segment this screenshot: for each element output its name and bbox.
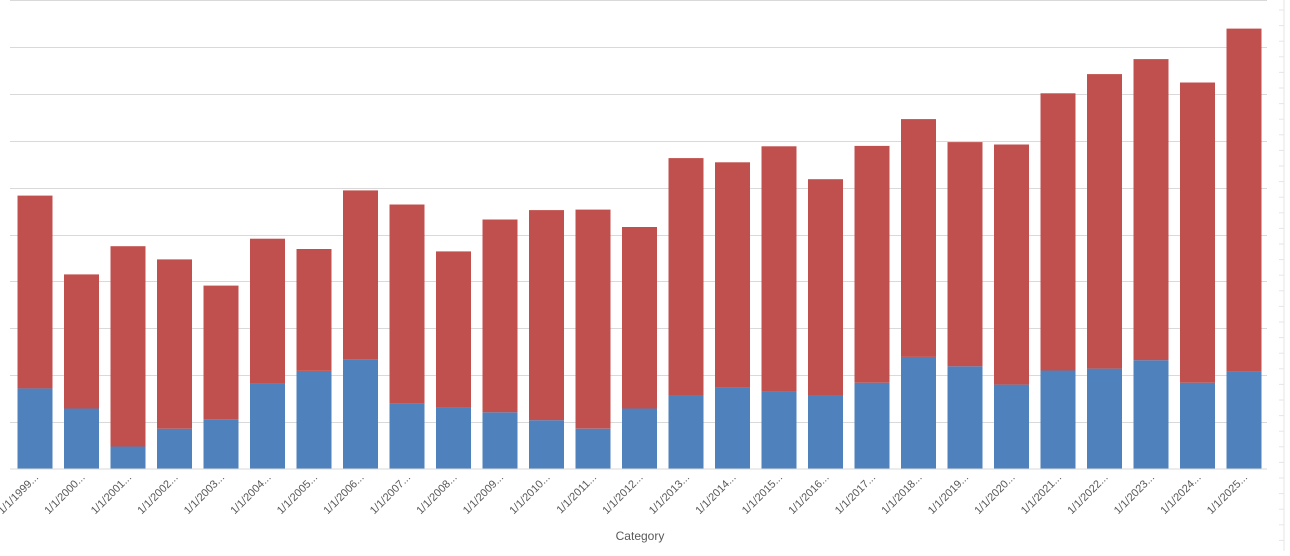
x-tick-labels: 1/1/1999... 1/1/2000... 1/1/2001... 1/1/200… <box>0 472 1250 517</box>
bar-segment-red <box>157 259 192 429</box>
x-axis-title: Category <box>616 529 665 543</box>
bar-segment-blue <box>482 412 518 469</box>
x-tick-label: 1/1/2004... <box>228 472 273 517</box>
bar-segment-blue <box>1226 371 1262 469</box>
bars <box>17 28 1262 469</box>
bar-segment-red <box>761 146 797 392</box>
bar-segment-red <box>668 158 704 396</box>
bar-segment-blue <box>668 395 704 469</box>
x-tick-label: 1/1/2015... <box>740 472 785 517</box>
bar-segment-red <box>250 238 285 384</box>
bar-segment-blue <box>622 408 657 469</box>
bar-segment-blue <box>17 388 53 469</box>
bar-segment-blue <box>761 391 797 469</box>
x-tick-label: 1/1/1999... <box>0 472 41 517</box>
bar-segment-blue <box>808 395 843 469</box>
bar-segment-red <box>436 251 471 408</box>
bar-segment-blue <box>157 428 192 469</box>
bar-segment-blue <box>1133 360 1169 469</box>
x-tick-label: 1/1/2018... <box>879 472 924 517</box>
bar-segment-red <box>389 204 425 404</box>
bar-segment-blue <box>947 366 983 469</box>
bar-segment-red <box>1226 28 1262 372</box>
bar-segment-red <box>64 274 99 409</box>
x-tick-label: 1/1/2016... <box>786 472 831 517</box>
x-tick-label: 1/1/2021... <box>1019 472 1064 517</box>
bar-segment-blue <box>854 382 890 469</box>
bar-segment-red <box>296 249 332 371</box>
bar-segment-blue <box>64 408 99 469</box>
x-tick-label: 1/1/2006... <box>321 472 366 517</box>
bar-segment-blue <box>436 407 471 469</box>
x-tick-label: 1/1/2009... <box>461 472 506 517</box>
bar-segment-blue <box>110 446 146 469</box>
x-tick-label: 1/1/2003... <box>182 472 227 517</box>
x-tick-label: 1/1/2025... <box>1205 472 1250 517</box>
x-tick-label: 1/1/2017... <box>833 472 878 517</box>
bar-segment-red <box>901 119 936 357</box>
bar-segment-blue <box>250 383 285 469</box>
bar-segment-red <box>1087 74 1122 369</box>
x-tick-label: 1/1/2022... <box>1065 472 1110 517</box>
x-tick-label: 1/1/2019... <box>926 472 971 517</box>
bar-segment-blue <box>575 428 611 469</box>
bar-segment-red <box>203 285 239 420</box>
bar-segment-blue <box>1040 370 1076 469</box>
x-tick-label: 1/1/2000... <box>42 472 87 517</box>
x-tick-label: 1/1/2011... <box>554 472 599 517</box>
bar-segment-blue <box>715 387 750 469</box>
x-tick-label: 1/1/2002... <box>135 472 180 517</box>
bar-segment-red <box>1040 93 1076 371</box>
bar-segment-red <box>994 144 1029 385</box>
bar-segment-red <box>110 246 146 447</box>
x-tick-label: 1/1/2024... <box>1158 472 1203 517</box>
x-tick-label: 1/1/2023... <box>1112 472 1157 517</box>
x-tick-label: 1/1/2005... <box>275 472 320 517</box>
bar-segment-red <box>17 195 53 389</box>
bar-segment-red <box>1180 82 1215 383</box>
bar-segment-red <box>575 209 611 429</box>
bar-segment-blue <box>529 420 564 469</box>
x-tick-label: 1/1/2014... <box>693 472 738 517</box>
x-tick-label: 1/1/2012... <box>600 472 645 517</box>
x-tick-label: 1/1/2007... <box>368 472 413 517</box>
bar-segment-red <box>854 145 890 383</box>
bar-segment-blue <box>994 384 1029 469</box>
x-tick-label: 1/1/2008... <box>414 472 459 517</box>
x-tick-label: 1/1/2013... <box>647 472 692 517</box>
bar-segment-blue <box>1180 382 1215 469</box>
x-tick-label: 1/1/2020... <box>972 472 1017 517</box>
x-tick-label: 1/1/2001... <box>89 472 134 517</box>
bar-segment-blue <box>203 419 239 469</box>
bar-segment-red <box>1133 59 1169 361</box>
right-edge-ticks <box>1279 9 1284 541</box>
bar-segment-red <box>482 219 518 413</box>
bar-segment-blue <box>1087 368 1122 469</box>
bar-segment-blue <box>389 403 425 469</box>
bar-segment-red <box>947 142 983 367</box>
bar-segment-red <box>343 190 378 360</box>
bar-segment-blue <box>296 371 332 469</box>
bar-segment-red <box>715 162 750 388</box>
bar-segment-red <box>622 227 657 409</box>
bar-segment-blue <box>901 356 936 469</box>
x-tick-label: 1/1/2010... <box>507 472 552 517</box>
bar-segment-blue <box>343 359 378 469</box>
bar-segment-red <box>529 210 564 421</box>
bar-segment-red <box>808 179 843 396</box>
